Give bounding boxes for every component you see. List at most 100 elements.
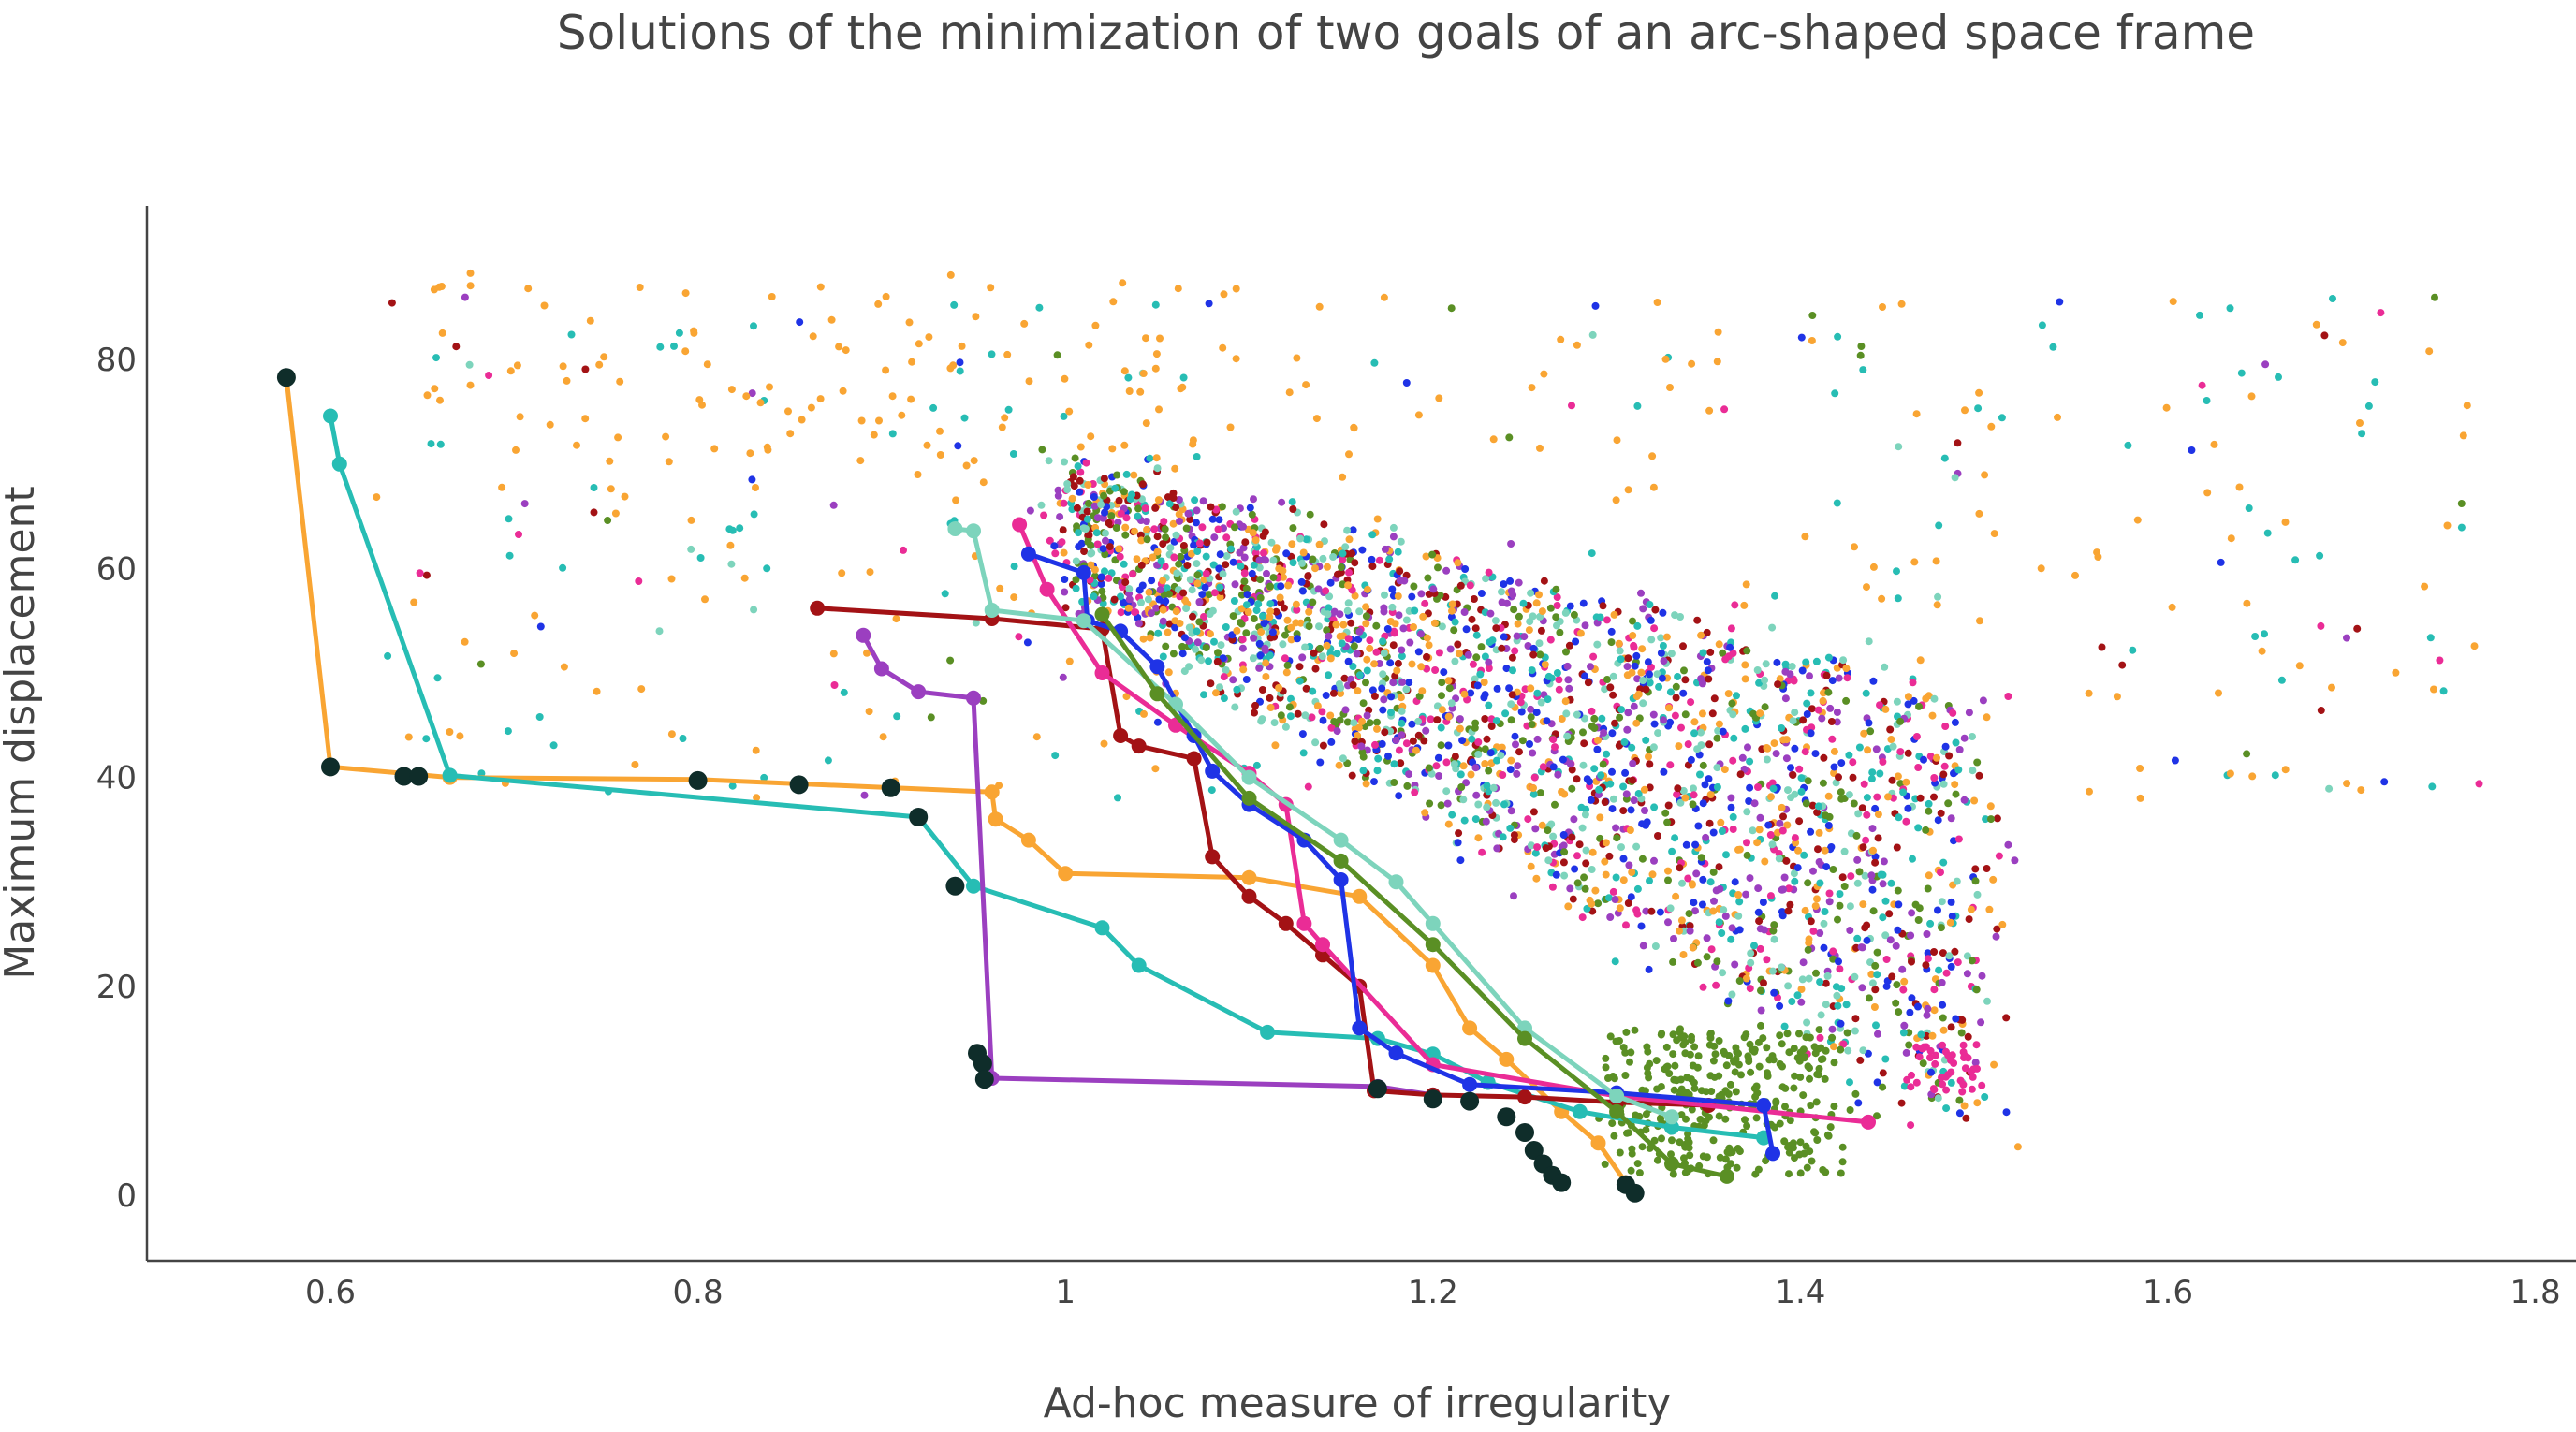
- scatter-point: [1507, 756, 1515, 765]
- scatter-point: [1947, 814, 1955, 823]
- front-point: [1076, 613, 1091, 629]
- scatter-point: [1840, 883, 1849, 890]
- scatter-point: [1422, 552, 1430, 561]
- scatter-point: [1266, 582, 1274, 591]
- scatter-point: [1710, 1042, 1719, 1050]
- scatter-point: [1830, 1059, 1838, 1067]
- scatter-point: [1954, 958, 1962, 967]
- scatter-point: [1849, 758, 1857, 767]
- scatter-point: [1390, 779, 1398, 786]
- scatter-point: [1537, 698, 1545, 707]
- scatter-point: [1653, 670, 1661, 679]
- scatter-point: [1169, 494, 1178, 502]
- scatter-point: [1795, 765, 1804, 773]
- scatter-point: [1649, 483, 1658, 491]
- scatter-point: [1444, 712, 1453, 721]
- scatter-point: [1581, 811, 1589, 819]
- scatter-point: [1735, 845, 1744, 854]
- front-point: [1020, 832, 1036, 848]
- scatter-point: [1715, 1092, 1723, 1101]
- scatter-point: [1706, 648, 1715, 656]
- scatter-point: [1935, 521, 1943, 530]
- scatter-point: [1707, 945, 1716, 954]
- scatter-point: [1467, 770, 1475, 779]
- scatter-point: [1878, 594, 1886, 603]
- scatter-point: [581, 365, 590, 373]
- scatter-point: [1262, 673, 1270, 680]
- scatter-point: [1555, 685, 1563, 694]
- scatter-point: [2312, 320, 2320, 329]
- scatter-point: [1783, 1030, 1792, 1038]
- scatter-point: [1920, 755, 1927, 764]
- scatter-point: [1448, 606, 1456, 615]
- scatter-point: [1199, 497, 1208, 505]
- scatter-point: [1608, 1119, 1617, 1128]
- scatter-point: [1530, 644, 1538, 652]
- scatter-point: [1894, 594, 1902, 603]
- scatter-point: [427, 440, 435, 448]
- scatter-point: [1348, 549, 1355, 558]
- scatter-point: [1350, 423, 1358, 431]
- scatter-point: [1561, 608, 1570, 617]
- scatter-point: [2431, 293, 2438, 301]
- scatter-point: [1939, 770, 1948, 779]
- front-point: [911, 684, 927, 700]
- front-point: [1012, 517, 1028, 533]
- scatter-point: [1846, 1078, 1853, 1087]
- scatter-point: [1410, 623, 1417, 631]
- scatter-point: [972, 619, 980, 627]
- scatter-point: [1362, 679, 1369, 687]
- scatter-point: [1824, 653, 1833, 662]
- scatter-point: [1565, 641, 1573, 650]
- scatter-point: [1942, 969, 1951, 977]
- scatter-point: [1384, 752, 1392, 760]
- scatter-point: [1606, 780, 1615, 788]
- scatter-point: [1528, 721, 1536, 728]
- scatter-point: [1726, 643, 1734, 651]
- scatter-point: [1628, 1149, 1636, 1158]
- scatter-point: [1397, 694, 1405, 702]
- scatter-point: [1648, 870, 1657, 879]
- scatter-point: [559, 362, 567, 371]
- scatter-point: [1608, 729, 1617, 738]
- scatter-point: [1915, 702, 1923, 710]
- scatter-point: [1101, 567, 1108, 576]
- scatter-point: [1768, 1052, 1777, 1060]
- scatter-point: [1389, 523, 1398, 532]
- scatter-point: [679, 735, 687, 742]
- scatter-point: [1690, 1043, 1699, 1051]
- scatter-point: [1801, 533, 1809, 541]
- scatter-point: [1246, 504, 1254, 512]
- scatter-point: [1824, 822, 1833, 829]
- scatter-point: [600, 353, 608, 361]
- x-tick-label: 1.6: [2143, 1274, 2193, 1311]
- scatter-point: [1473, 681, 1482, 690]
- scatter-point: [1349, 680, 1357, 689]
- scatter-point: [1277, 711, 1285, 720]
- scatter-point: [438, 329, 446, 337]
- scatter-point: [1639, 605, 1647, 613]
- scatter-point: [1678, 879, 1686, 887]
- scatter-point: [1751, 1092, 1760, 1101]
- scatter-point: [1529, 612, 1537, 621]
- scatter-point: [1161, 563, 1169, 571]
- scatter-point: [1760, 979, 1767, 987]
- scatter-point: [1302, 535, 1310, 544]
- knee-point: [1515, 1123, 1534, 1142]
- scatter-point: [1161, 525, 1169, 533]
- scatter-point: [1380, 695, 1388, 704]
- scatter-point: [2430, 685, 2437, 694]
- scatter-point: [1375, 660, 1383, 667]
- scatter-point: [1922, 961, 1930, 970]
- scatter-point: [1216, 550, 1224, 559]
- scatter-point: [1151, 504, 1160, 512]
- scatter-point: [2425, 347, 2434, 356]
- front-point: [984, 784, 1000, 800]
- scatter-point: [384, 651, 392, 660]
- scatter-point: [1635, 1169, 1644, 1177]
- scatter-point: [1134, 504, 1143, 513]
- scatter-point: [1339, 549, 1347, 558]
- scatter-point: [1009, 450, 1017, 458]
- scatter-point: [1673, 790, 1681, 798]
- scatter-point: [1886, 936, 1895, 944]
